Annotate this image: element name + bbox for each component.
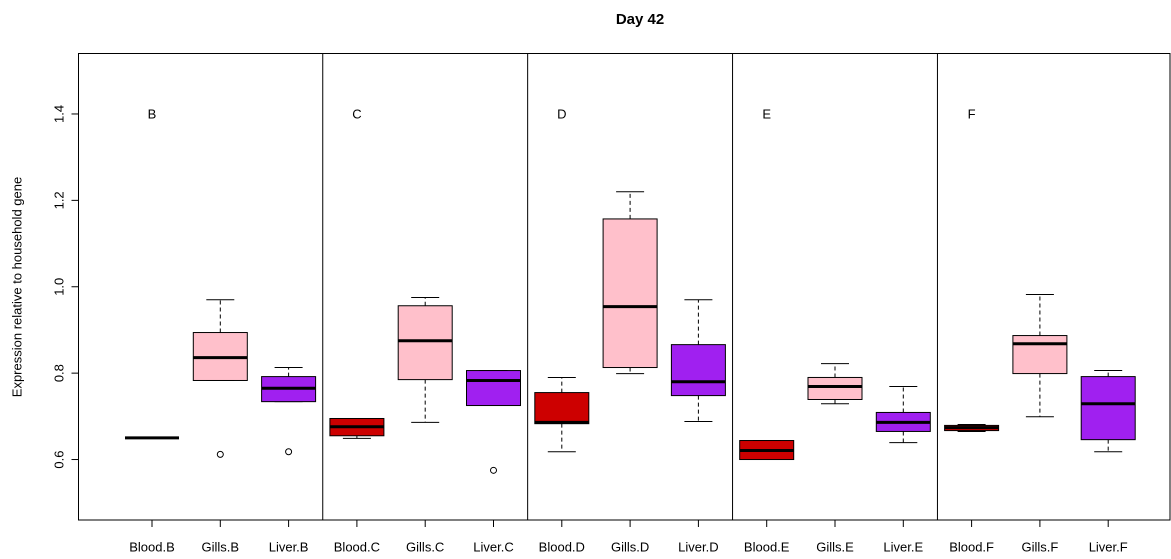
x-tick-label: Blood.F — [949, 539, 994, 554]
group-label: D — [557, 106, 566, 121]
y-tick-label: 1.2 — [51, 191, 66, 209]
y-tick-label: 0.6 — [51, 450, 66, 468]
x-tick-label: Blood.B — [129, 539, 175, 554]
group-label: B — [148, 106, 157, 121]
box — [534, 392, 590, 425]
box — [1080, 376, 1136, 441]
x-tick-label: Gills.D — [611, 539, 649, 554]
y-tick-label: 0.8 — [51, 364, 66, 382]
x-tick-label: Blood.E — [744, 539, 790, 554]
box — [1012, 335, 1068, 375]
x-tick-label: Gills.F — [1021, 539, 1058, 554]
x-tick-label: Liver.E — [883, 539, 923, 554]
group-label: F — [968, 106, 976, 121]
group-label: E — [762, 106, 771, 121]
x-tick-label: Liver.C — [473, 539, 513, 554]
outlier — [216, 450, 224, 458]
x-tick-label: Gills.C — [406, 539, 444, 554]
x-tick-label: Blood.D — [539, 539, 585, 554]
y-tick-label: 1.0 — [51, 278, 66, 296]
box — [670, 344, 726, 397]
x-tick-label: Gills.E — [816, 539, 854, 554]
x-tick-label: Gills.B — [202, 539, 240, 554]
x-tick-label: Liver.B — [269, 539, 309, 554]
y-axis-label: Expression relative to household gene — [9, 177, 24, 397]
box — [397, 305, 453, 381]
box — [807, 376, 863, 400]
box — [466, 370, 521, 407]
group-label: C — [352, 106, 361, 121]
outlier — [490, 466, 497, 474]
box — [602, 218, 658, 369]
x-tick-label: Blood.C — [334, 539, 380, 554]
y-tick-label: 1.4 — [51, 105, 66, 123]
outlier — [285, 448, 293, 456]
x-tick-label: Liver.F — [1089, 539, 1128, 554]
chart-title: Day 42 — [616, 11, 664, 28]
x-tick-label: Liver.D — [678, 539, 718, 554]
